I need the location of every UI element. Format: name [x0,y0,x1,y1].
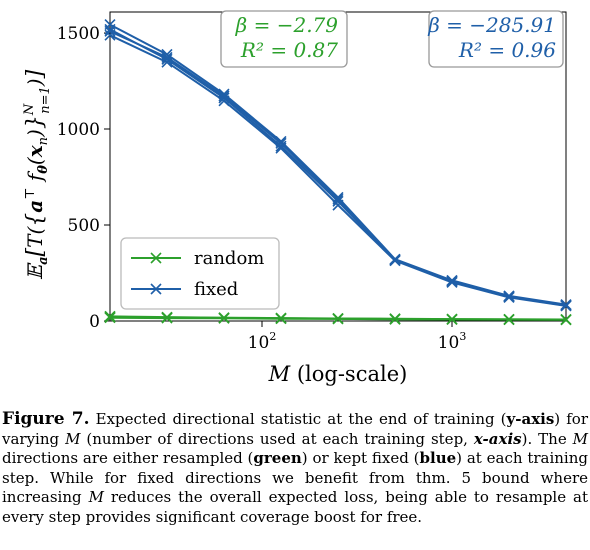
data-point-random [104,312,116,324]
svg-text:𝔼a[T({a⊤ fθ(xn)}Nn=1)]: 𝔼a[T({a⊤ fθ(xn)}Nn=1)] [22,69,53,280]
data-point-fixed [332,193,344,205]
annotation-fixed-box [428,10,564,68]
caption-label: Figure 7. [2,409,90,429]
series-layer [104,18,572,326]
caption-math: M [572,429,588,448]
caption-text: directions are either resampled ( [2,449,254,467]
legend: random fixed [120,237,280,310]
caption-text: Expected directional statistic at the en… [89,410,507,428]
caption-text: reduces the overall expected loss, being… [2,488,589,526]
x-axis-title: M (log-scale) [268,362,408,386]
figure-caption: Figure 7. Expected directional statistic… [2,409,589,527]
data-point-random [275,313,287,325]
caption-bold: y-axis [506,410,555,428]
y-tick-label: 0 [89,312,100,332]
data-point-random [446,313,458,326]
data-point-fixed [503,291,515,304]
data-point-fixed [446,275,458,287]
data-point-fixed [275,137,287,149]
caption-text: ). The [521,429,573,448]
annotation-random-box [220,10,348,68]
annotation-random-r2: R² = 0.87 [240,38,338,62]
caption-bold: green [253,449,302,467]
data-point-fixed [503,290,515,302]
data-point-fixed [332,195,344,207]
legend-marker-random [150,252,162,264]
legend-label-random: random [194,248,264,269]
y-tick-label: 1000 [57,120,100,140]
caption-text: ) at each training step. While for fixed… [2,449,588,506]
legend-item-random: random [131,248,264,269]
y-tick-label: 500 [68,216,100,236]
caption-math: M [65,429,81,448]
caption-math: M [88,488,104,506]
annotation-random-beta: β = −2.79 [235,13,339,37]
y-axis-ticks: 0 500 1000 1500 [57,24,110,332]
x-tick-label-1000: 103 [438,330,467,353]
data-point-random [161,312,173,324]
data-point-fixed [560,299,572,311]
caption-text: ) or kept fixed ( [301,449,420,467]
legend-marker-fixed [150,283,162,295]
legend-label-fixed: fixed [194,279,238,300]
annotation-random: β = −2.79 R² = 0.87 [220,10,348,68]
data-point-random [104,310,116,322]
legend-item-fixed: fixed [131,279,238,300]
data-point-random [503,314,515,326]
y-axis-title: 𝔼a[T({a⊤ fθ(xn)}Nn=1)] [22,69,53,280]
legend-box [120,237,280,310]
annotation-fixed-beta: β = −285.91 [427,13,556,37]
caption-bold: x-axis [473,429,522,448]
caption-text: ) for varying [2,410,589,448]
data-point-fixed [104,25,116,37]
data-point-random [560,314,572,326]
annotation-fixed-r2: R² = 0.96 [458,38,556,62]
data-point-random [332,313,344,325]
caption-text: (number of directions used at each train… [80,429,474,448]
figure-7-chart: 𝔼a[T({a⊤ fθ(xn)}Nn=1)] 0 500 1000 1500 1… [22,10,572,386]
data-point-fixed [275,142,287,154]
data-point-fixed [218,90,230,102]
data-point-fixed [161,51,173,63]
y-tick-label: 1500 [57,24,100,44]
data-point-random [218,312,230,324]
annotation-fixed: β = −285.91 R² = 0.96 [427,10,564,68]
data-point-fixed [389,254,401,266]
data-point-random [389,313,401,325]
x-axis-ticks: 102 103 [248,321,467,353]
caption-bold: blue [419,449,457,467]
data-point-fixed [275,140,287,152]
x-tick-label-100: 102 [248,330,277,353]
